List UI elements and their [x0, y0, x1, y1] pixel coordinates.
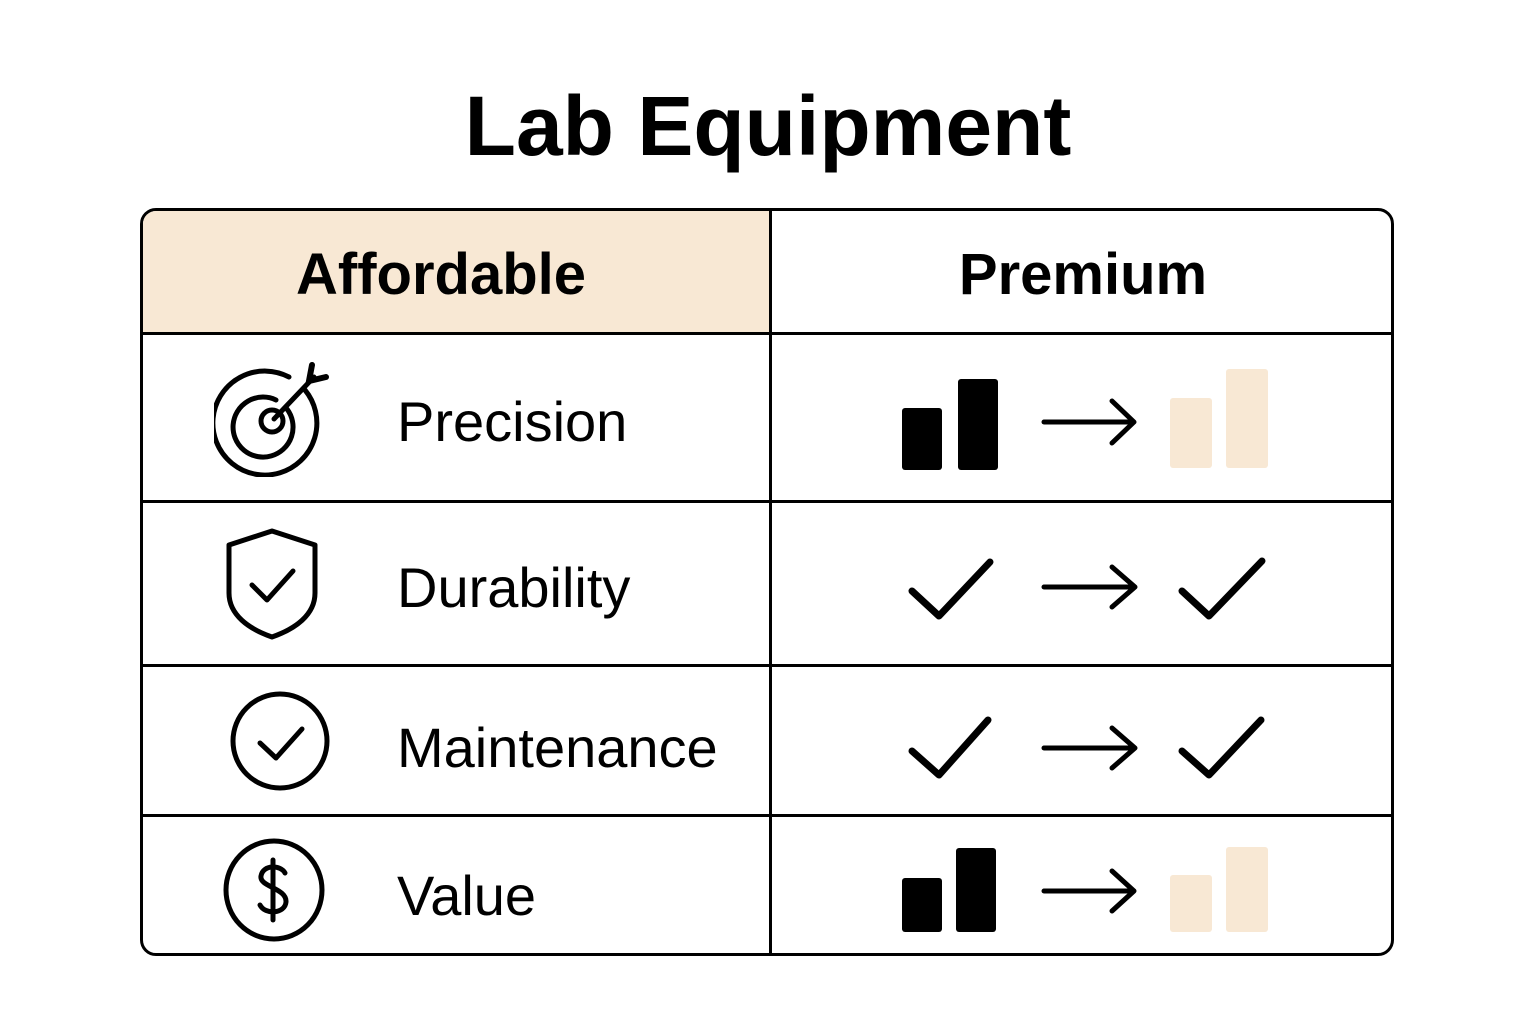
maintenance-comparison [772, 671, 1391, 811]
row-label: Value [397, 864, 537, 927]
shield-check-icon [215, 523, 335, 643]
circle-check-icon [225, 685, 345, 805]
row-divider [143, 500, 1391, 503]
row-divider [143, 332, 1391, 335]
affordable-header-bg [143, 211, 769, 333]
dollar-circle-icon [221, 837, 341, 953]
comparison-table: Affordable Premium Precision [140, 208, 1394, 956]
row-divider [143, 814, 1391, 817]
precision-comparison [772, 351, 1391, 491]
column-divider [769, 211, 772, 953]
bar-icon [902, 408, 942, 470]
target-icon [214, 357, 334, 477]
affordable-header: Affordable [296, 242, 586, 307]
premium-header: Premium [958, 242, 1208, 307]
value-comparison [772, 831, 1391, 953]
page-title: Lab Equipment [464, 79, 1072, 173]
row-label: Precision [397, 390, 628, 453]
row-label: Maintenance [397, 716, 718, 779]
row-divider [143, 664, 1391, 667]
row-label: Durability [397, 556, 631, 619]
durability-comparison [772, 511, 1391, 661]
